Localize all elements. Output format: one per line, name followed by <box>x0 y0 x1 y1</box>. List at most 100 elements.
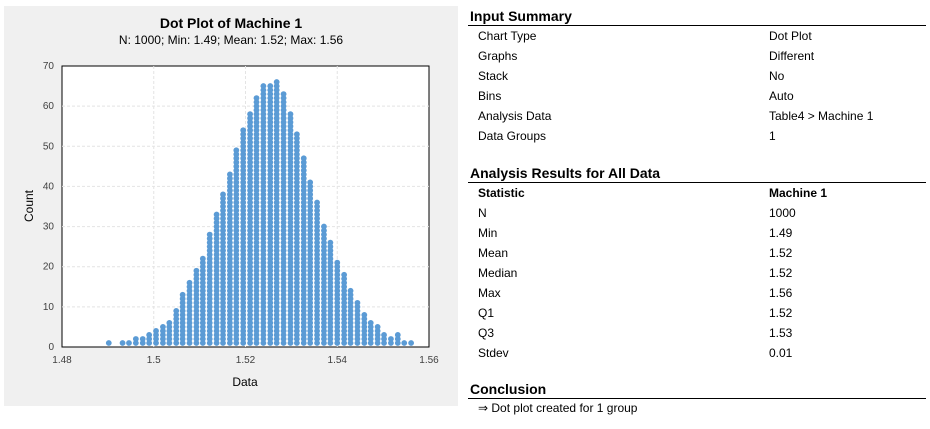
data-dot <box>273 83 280 89</box>
data-dot <box>307 336 314 342</box>
data-dot <box>321 223 327 230</box>
data-dot <box>388 336 394 342</box>
data-dot <box>206 259 213 266</box>
data-dot <box>260 267 267 274</box>
data-dot <box>267 103 274 110</box>
data-dot <box>206 279 213 286</box>
data-dot <box>233 291 240 298</box>
data-dot <box>247 123 253 130</box>
data-dot <box>227 227 233 234</box>
data-dot <box>327 259 334 266</box>
data-dot <box>293 336 300 342</box>
data-dot <box>300 167 307 174</box>
data-dot <box>307 263 314 270</box>
data-dot <box>300 227 307 234</box>
data-dot <box>280 223 287 230</box>
data-dot <box>273 143 280 150</box>
data-dot <box>293 195 300 202</box>
data-dot <box>253 255 260 262</box>
data-dot <box>227 211 233 218</box>
data-dot <box>280 275 287 282</box>
data-dot <box>334 259 341 266</box>
data-dot <box>166 320 173 326</box>
data-dot <box>206 247 213 254</box>
data-dot <box>260 332 267 338</box>
data-dot <box>300 199 307 206</box>
data-dot <box>247 139 253 146</box>
data-dot <box>314 255 320 262</box>
data-dot <box>334 299 341 306</box>
data-dot <box>321 299 327 306</box>
data-dot <box>213 223 220 230</box>
data-dot <box>260 191 267 198</box>
data-dot <box>267 239 274 246</box>
data-dot <box>260 107 267 114</box>
data-dot <box>186 340 193 346</box>
data-dot <box>179 299 186 306</box>
data-dot <box>220 207 226 214</box>
data-dot <box>247 159 253 166</box>
data-dot <box>193 291 200 298</box>
input-summary-key: Bins <box>478 89 502 103</box>
data-dot <box>213 231 220 238</box>
data-dot <box>300 328 307 334</box>
data-dot <box>260 291 267 298</box>
data-dot <box>314 211 320 218</box>
data-dot <box>267 299 274 306</box>
data-dot <box>240 127 247 134</box>
data-dot <box>267 199 274 206</box>
data-dot <box>287 291 294 298</box>
data-dot <box>253 275 260 282</box>
x-tick-label: 1.56 <box>419 355 439 366</box>
data-dot <box>206 332 213 338</box>
data-dot <box>247 163 253 170</box>
data-dot <box>267 155 274 162</box>
data-dot <box>132 340 139 346</box>
data-dot <box>273 223 280 230</box>
data-dot <box>267 179 274 186</box>
data-dot <box>293 324 300 330</box>
data-dot <box>193 340 200 346</box>
data-dot <box>327 255 334 262</box>
data-dot <box>273 131 280 138</box>
data-dot <box>273 287 280 294</box>
result-value: 1.53 <box>769 326 793 340</box>
data-dot <box>314 215 320 222</box>
data-dot <box>253 328 260 334</box>
data-dot <box>280 95 287 102</box>
data-dot <box>280 167 287 174</box>
data-dot <box>367 340 374 346</box>
data-dot <box>300 175 307 182</box>
data-dot <box>293 247 300 254</box>
data-dot <box>293 211 300 218</box>
data-dot <box>179 311 186 318</box>
data-dot <box>341 316 348 322</box>
input-summary-row: Data Groups 1 <box>468 126 926 146</box>
result-value: 1000 <box>769 206 796 220</box>
machine-header: Machine 1 <box>769 186 828 200</box>
data-dot <box>273 340 280 346</box>
data-dot <box>247 283 253 290</box>
data-dot <box>314 235 320 242</box>
data-dot <box>260 83 267 89</box>
data-dot <box>213 255 220 262</box>
data-dot <box>287 311 294 318</box>
data-dot <box>240 251 247 258</box>
data-dot <box>287 271 294 278</box>
data-dot <box>233 328 240 334</box>
data-dot <box>314 328 320 334</box>
data-dot <box>267 295 274 302</box>
data-dot <box>119 340 126 346</box>
data-dot <box>287 259 294 266</box>
data-dot <box>233 295 240 302</box>
data-dot <box>293 263 300 270</box>
data-dot <box>267 235 274 242</box>
data-dot <box>267 87 274 93</box>
data-dot <box>260 263 267 270</box>
data-dot <box>260 175 267 182</box>
data-dot <box>126 340 132 346</box>
data-dot <box>287 123 294 130</box>
data-dot <box>227 195 233 202</box>
data-dot <box>361 336 368 342</box>
data-dot <box>206 316 213 322</box>
